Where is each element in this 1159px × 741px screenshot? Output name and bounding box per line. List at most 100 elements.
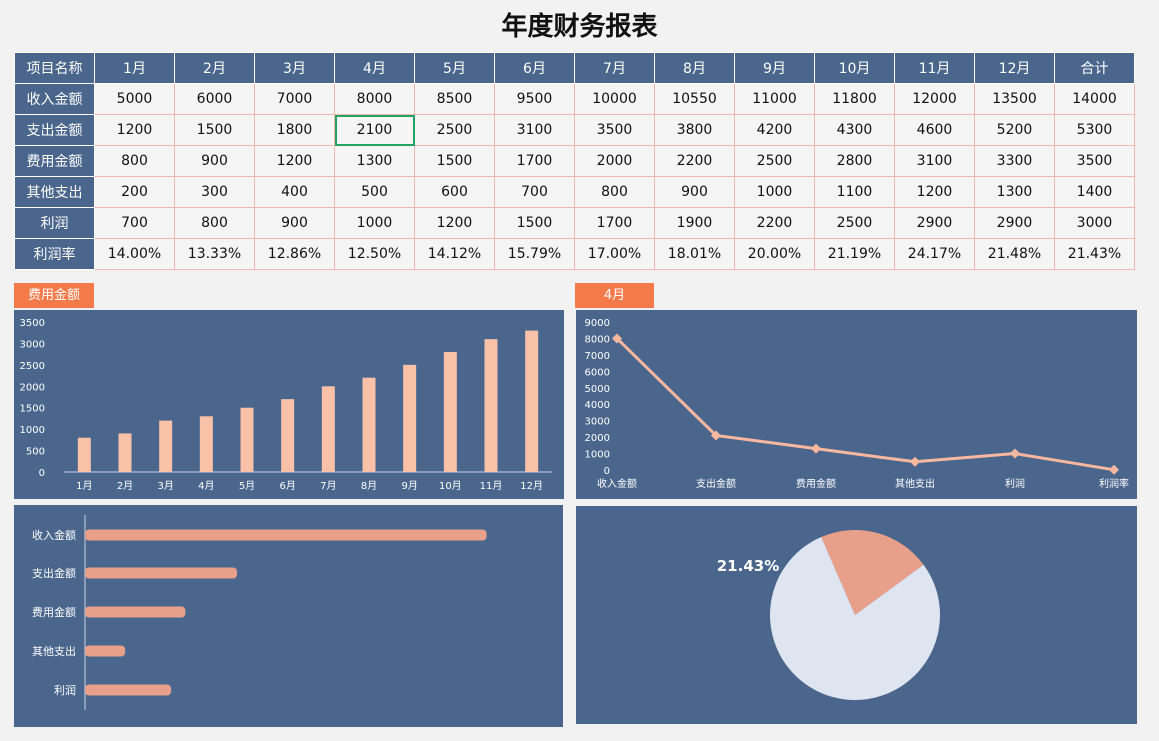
table-cell[interactable]: 2800 [814,145,895,177]
table-cell[interactable]: 1300 [334,145,415,177]
table-cell[interactable]: 1100 [814,176,895,208]
table-cell[interactable]: 2500 [414,114,495,146]
table-cell[interactable]: 900 [174,145,255,177]
table-cell[interactable]: 10550 [654,83,735,115]
table-cell[interactable]: 700 [494,176,575,208]
table-cell[interactable]: 6000 [174,83,255,115]
table-cell[interactable]: 13500 [974,83,1055,115]
table-cell[interactable]: 20.00% [734,238,815,270]
table-header-cell[interactable]: 3月 [254,52,335,84]
table-cell[interactable]: 500 [334,176,415,208]
table-header-cell[interactable]: 2月 [174,52,255,84]
table-cell[interactable]: 14.12% [414,238,495,270]
table-cell[interactable]: 200 [94,176,175,208]
table-cell[interactable]: 1800 [254,114,335,146]
table-row-label[interactable]: 利润 [14,207,95,239]
table-header-cell[interactable]: 10月 [814,52,895,84]
table-cell[interactable]: 2200 [654,145,735,177]
table-cell[interactable]: 400 [254,176,335,208]
table-cell[interactable]: 11000 [734,83,815,115]
table-cell[interactable]: 900 [654,176,735,208]
table-header-cell[interactable]: 4月 [334,52,415,84]
table-cell[interactable]: 1700 [494,145,575,177]
table-header-cell[interactable]: 11月 [894,52,975,84]
table-cell[interactable]: 300 [174,176,255,208]
table-cell[interactable]: 1000 [334,207,415,239]
table-cell[interactable]: 3100 [494,114,575,146]
table-cell[interactable]: 5200 [974,114,1055,146]
table-cell[interactable]: 12.50% [334,238,415,270]
table-header-cell[interactable]: 1月 [94,52,175,84]
table-cell[interactable]: 1300 [974,176,1055,208]
table-header-cell[interactable]: 6月 [494,52,575,84]
table-cell[interactable]: 9500 [494,83,575,115]
table-header-cell[interactable]: 合计 [1054,52,1135,84]
table-header-cell[interactable]: 12月 [974,52,1055,84]
table-header-cell[interactable]: 项目名称 [14,52,95,84]
table-cell[interactable]: 13.33% [174,238,255,270]
table-cell[interactable]: 1200 [254,145,335,177]
table-cell[interactable]: 1900 [654,207,735,239]
table-cell[interactable]: 800 [94,145,175,177]
table-header-cell[interactable]: 9月 [734,52,815,84]
table-cell[interactable]: 4300 [814,114,895,146]
table-row-label[interactable]: 其他支出 [14,176,95,208]
table-cell[interactable]: 1500 [174,114,255,146]
table-cell[interactable]: 2200 [734,207,815,239]
table-cell[interactable]: 2000 [574,145,655,177]
table-row-label[interactable]: 利润率 [14,238,95,270]
table-cell[interactable]: 12.86% [254,238,335,270]
table-cell[interactable]: 3800 [654,114,735,146]
table-cell[interactable]: 1200 [414,207,495,239]
table-cell-selected[interactable]: 2100 [334,114,415,146]
table-header-cell[interactable]: 5月 [414,52,495,84]
table-cell[interactable]: 3500 [1054,145,1135,177]
table-header-cell[interactable]: 7月 [574,52,655,84]
table-cell[interactable]: 2500 [734,145,815,177]
table-cell[interactable]: 3300 [974,145,1055,177]
table-cell[interactable]: 2900 [974,207,1055,239]
table-cell[interactable]: 1500 [494,207,575,239]
table-cell[interactable]: 3500 [574,114,655,146]
table-cell[interactable]: 1000 [734,176,815,208]
table-cell[interactable]: 17.00% [574,238,655,270]
table-row-label[interactable]: 收入金额 [14,83,95,115]
table-cell[interactable]: 7000 [254,83,335,115]
table-row-label[interactable]: 支出金额 [14,114,95,146]
x-tick-label: 1月 [76,480,92,492]
table-cell[interactable]: 15.79% [494,238,575,270]
table-cell[interactable]: 1200 [894,176,975,208]
table-cell[interactable]: 14000 [1054,83,1135,115]
table-cell[interactable]: 800 [574,176,655,208]
table-cell[interactable]: 14.00% [94,238,175,270]
table-cell[interactable]: 12000 [894,83,975,115]
table-cell[interactable]: 8000 [334,83,415,115]
table-cell[interactable]: 1700 [574,207,655,239]
table-cell[interactable]: 4200 [734,114,815,146]
table-cell[interactable]: 900 [254,207,335,239]
table-cell[interactable]: 8500 [414,83,495,115]
april-line-chart-panel: 0 1000 2000 3000 4000 5000 6000 7000 8000 9000 收入金… [576,310,1137,499]
table-cell[interactable]: 1400 [1054,176,1135,208]
table-cell[interactable]: 3100 [894,145,975,177]
table-cell[interactable]: 1500 [414,145,495,177]
table-header-cell[interactable]: 8月 [654,52,735,84]
table-cell[interactable]: 5300 [1054,114,1135,146]
table-cell[interactable]: 2900 [894,207,975,239]
table-cell[interactable]: 5000 [94,83,175,115]
table-cell[interactable]: 1200 [94,114,175,146]
table-cell[interactable]: 11800 [814,83,895,115]
table-cell[interactable]: 3000 [1054,207,1135,239]
table-cell[interactable]: 21.19% [814,238,895,270]
table-cell[interactable]: 24.17% [894,238,975,270]
table-cell[interactable]: 21.48% [974,238,1055,270]
table-cell[interactable]: 2500 [814,207,895,239]
table-cell[interactable]: 10000 [574,83,655,115]
table-cell[interactable]: 800 [174,207,255,239]
table-cell[interactable]: 21.43% [1054,238,1135,270]
table-cell[interactable]: 700 [94,207,175,239]
table-row-label[interactable]: 费用金额 [14,145,95,177]
table-cell[interactable]: 600 [414,176,495,208]
table-cell[interactable]: 4600 [894,114,975,146]
table-cell[interactable]: 18.01% [654,238,735,270]
